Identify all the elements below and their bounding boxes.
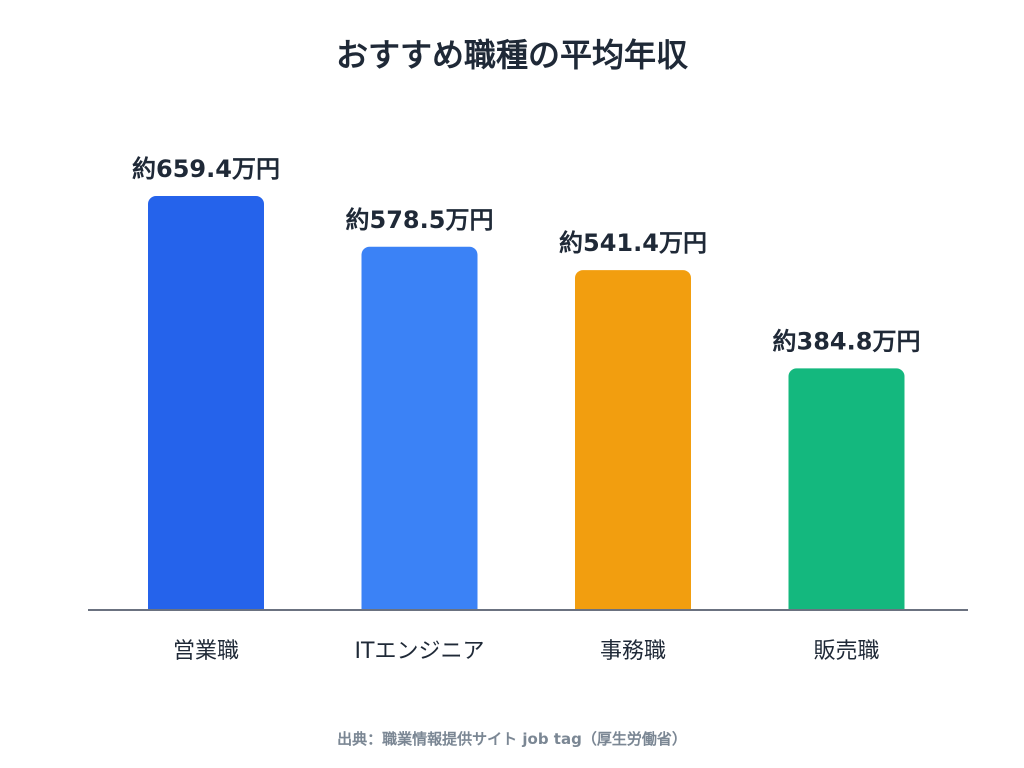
value-label-3: 約541.4万円: [559, 229, 707, 257]
value-label-1: 約659.4万円: [132, 155, 280, 183]
chart-title: おすすめ職種の平均年収: [335, 36, 688, 74]
bar-2: [361, 246, 478, 618]
value-label-2: 約578.5万円: [346, 206, 494, 234]
category-label-2: ITエンジニア: [355, 639, 485, 664]
category-label-4: 販売職: [813, 639, 879, 664]
bar-1: [148, 196, 264, 618]
category-label-1: 営業職: [173, 639, 239, 664]
axis-mask: [88, 611, 968, 621]
bar-3: [575, 270, 691, 618]
category-label-3: 事務職: [600, 639, 666, 664]
value-label-4: 約384.8万円: [773, 327, 921, 355]
bar-4: [788, 368, 905, 618]
source-note: 出典：職業情報提供サイト job tag（厚生労働省）: [337, 730, 687, 748]
